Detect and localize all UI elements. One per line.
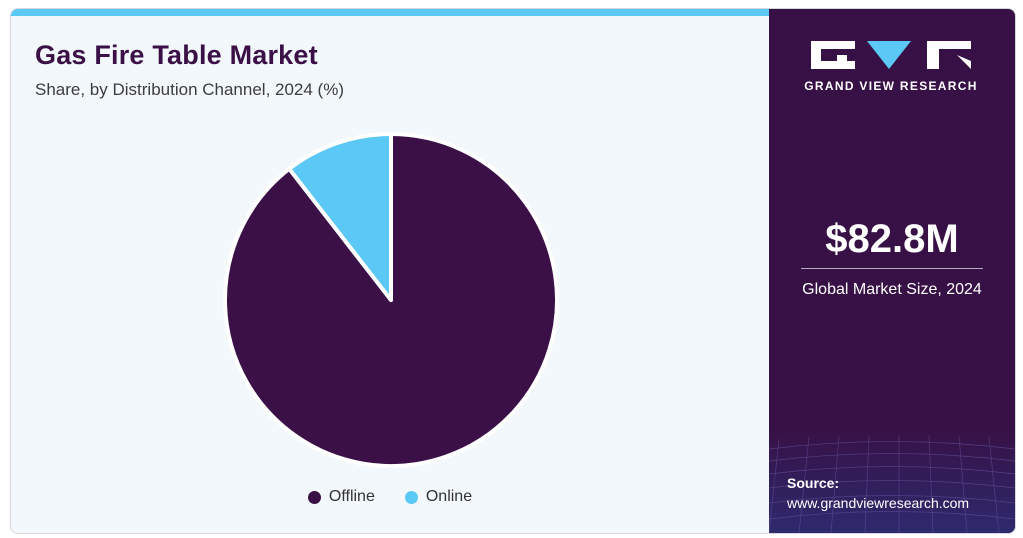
chart-panel: Gas Fire Table Market Share, by Distribu… (11, 16, 769, 533)
chart-legend: Offline Online (11, 488, 769, 506)
source-title: Source: (787, 475, 840, 491)
grid-background-decoration (769, 429, 1015, 533)
source-link[interactable]: www.grandviewresearch.com (787, 495, 970, 511)
pie-slice-offline (223, 132, 559, 468)
brand-logo-mark-icon (811, 41, 971, 69)
legend-swatch-online (404, 490, 418, 504)
sidebar-panel: GRAND VIEW RESEARCH $82.8M Global Market… (769, 9, 1015, 533)
divider (801, 268, 983, 269)
chart-subtitle: Share, by Distribution Channel, 2024 (%) (35, 80, 344, 99)
legend-item-offline: Offline (307, 488, 375, 506)
legend-label-online: Online (425, 488, 473, 505)
legend-label-offline: Offline (328, 488, 375, 505)
chart-title: Gas Fire Table Market (35, 40, 318, 70)
brand-name: GRAND VIEW RESEARCH (804, 79, 978, 93)
brand-logo: GRAND VIEW RESEARCH (799, 39, 983, 93)
pie-slice-online (287, 132, 393, 302)
market-size-value: $82.8M (825, 217, 959, 261)
legend-item-online: Online (404, 488, 473, 506)
legend-swatch-offline (307, 490, 321, 504)
infographic-card: Gas Fire Table Market Share, by Distribu… (10, 8, 1016, 534)
pie-chart (223, 132, 559, 468)
market-size-label: Global Market Size, 2024 (802, 281, 982, 298)
accent-bar (11, 9, 769, 16)
